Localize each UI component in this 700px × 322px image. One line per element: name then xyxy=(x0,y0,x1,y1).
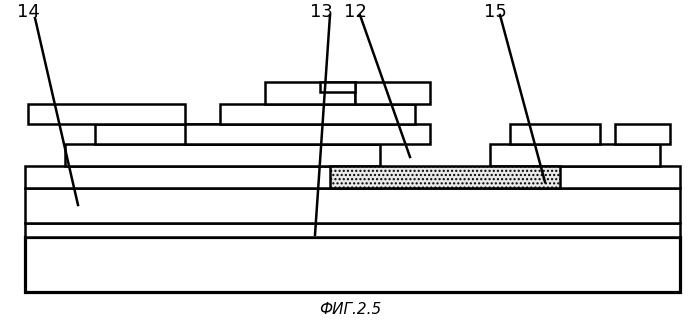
Text: 15: 15 xyxy=(484,3,506,21)
Bar xyxy=(25,188,680,223)
Bar xyxy=(25,223,680,237)
Bar xyxy=(355,82,430,104)
Bar xyxy=(65,144,380,166)
Text: ФИГ.2.5: ФИГ.2.5 xyxy=(319,302,381,317)
Text: 12: 12 xyxy=(344,3,366,21)
Bar xyxy=(25,166,380,188)
Text: 14: 14 xyxy=(17,3,39,21)
Bar xyxy=(510,124,600,144)
Text: 13: 13 xyxy=(309,3,332,21)
Bar xyxy=(490,166,680,188)
Bar xyxy=(185,124,430,144)
Bar xyxy=(220,104,415,124)
Bar xyxy=(25,237,680,292)
Bar xyxy=(95,124,380,144)
Bar xyxy=(490,144,660,166)
Bar xyxy=(615,124,670,144)
Bar xyxy=(28,104,185,124)
Bar xyxy=(330,166,560,188)
Bar xyxy=(320,82,355,92)
Bar xyxy=(265,82,355,104)
